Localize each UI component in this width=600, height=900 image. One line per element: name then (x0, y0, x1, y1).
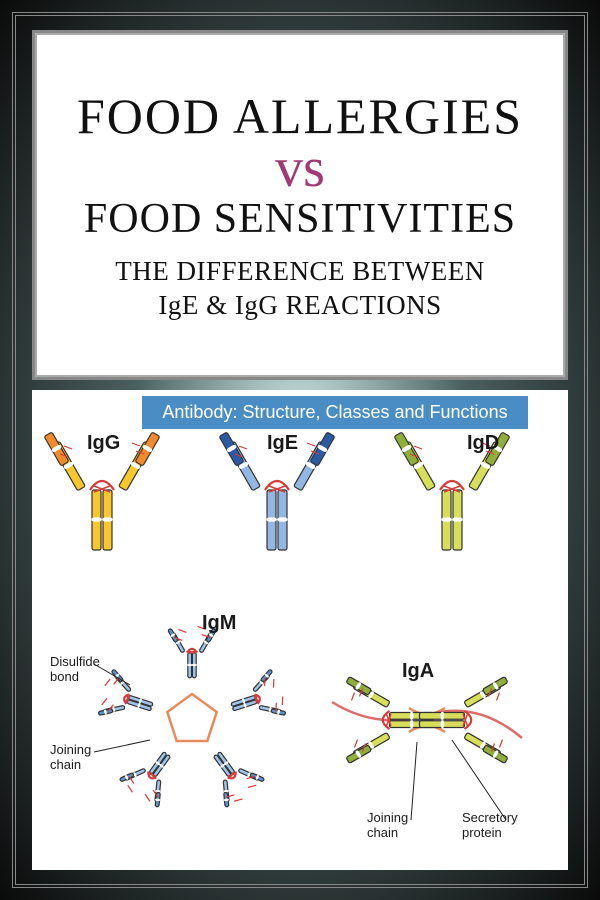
title-card: FOOD ALLERGIES vs FOOD SENSITIVITIES THE… (32, 30, 568, 380)
callout-secretory-line (32, 390, 568, 870)
title-subtitle: THE DIFFERENCE BETWEEN IgE & IgG REACTIO… (115, 255, 484, 323)
antibody-diagram: Antibody: Structure, Classes and Functio… (32, 390, 568, 870)
title-line2: FOOD SENSITIVITIES (84, 195, 516, 243)
title-vs: vs (275, 143, 325, 193)
